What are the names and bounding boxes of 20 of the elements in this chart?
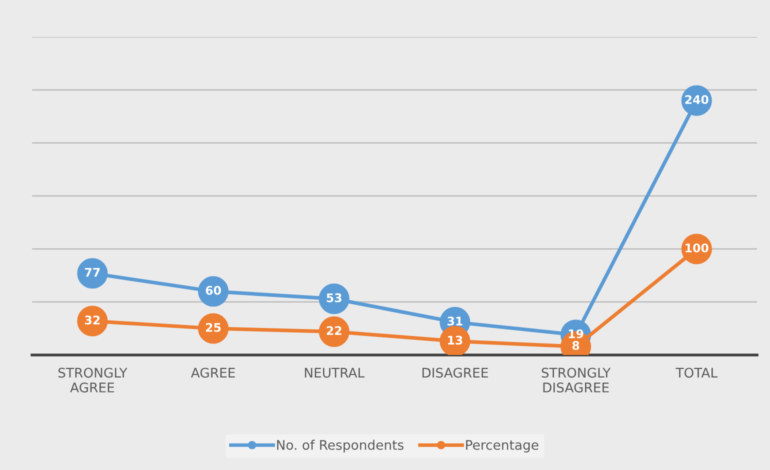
data-label: 77: [85, 268, 100, 277]
data-label: 100: [686, 243, 708, 252]
data-label: 22: [326, 326, 342, 335]
data-label: 31: [448, 316, 462, 326]
x-tick-label: TOTAL: [676, 368, 718, 378]
x-tick-label: STRONGLY DISAGREE: [542, 368, 611, 392]
x-tick-label: AGREE: [190, 368, 235, 378]
data-label: 19: [568, 329, 584, 338]
data-label: 53: [326, 293, 342, 302]
x-tick-label: NEUTRAL: [304, 368, 365, 378]
data-label: 13: [448, 336, 462, 345]
data-label: 8: [572, 341, 580, 350]
legend-label: Percentage: [466, 440, 538, 452]
x-tick-label: STRONGLY AGREE: [58, 368, 128, 392]
data-label: 32: [85, 316, 100, 324]
x-tick-label: DISAGREE: [422, 368, 488, 378]
data-label: 25: [206, 322, 221, 332]
data-label: 240: [685, 95, 708, 104]
data-label: 60: [206, 286, 221, 295]
legend-label: No. of Respondents: [277, 440, 404, 452]
